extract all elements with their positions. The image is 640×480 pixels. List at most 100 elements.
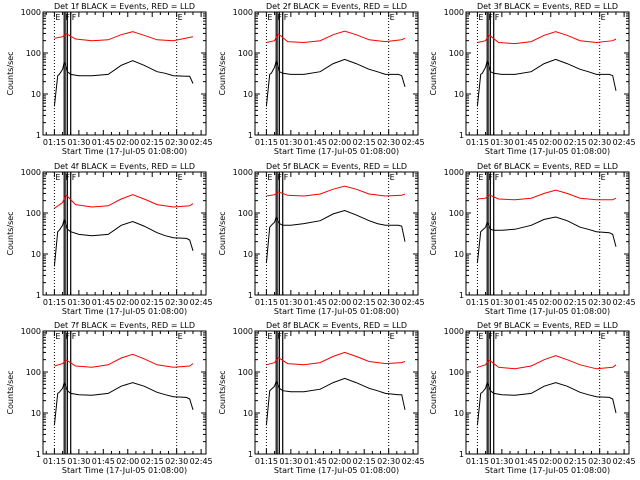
x-tick-label: 01:15 (466, 138, 489, 147)
series-events (265, 377, 406, 426)
y-tick-label: 10 (31, 90, 41, 99)
x-tick-label: 02:00 (116, 138, 139, 147)
y-tick-label: 10 (31, 409, 41, 418)
x-axis-label: Start Time (17-Jul-05 01:08:00) (62, 466, 187, 475)
x-tick-label: 01:30 (67, 138, 90, 147)
x-tick-label: 01:30 (67, 298, 90, 307)
x-tick-label: 01:45 (515, 138, 538, 147)
marker-label: F (72, 173, 77, 182)
det-plot-2: Det 2f BLACK = Events, RED = LLD 1 10 100 10… (218, 2, 425, 156)
plot-title: Det 3f BLACK = Events, RED = LLD (477, 2, 618, 11)
plot-title: Det 6f BLACK = Events, RED = LLD (477, 162, 618, 171)
x-axis-label: Start Time (17-Jul-05 01:08:00) (62, 307, 187, 316)
series-events (476, 58, 617, 107)
y-axis-label: Counts/sec (6, 370, 15, 414)
series-lld (477, 31, 617, 45)
y-tick-label: 10 (454, 90, 464, 99)
x-tick-label: 02:30 (588, 457, 611, 466)
y-tick-label: 1 (248, 450, 253, 459)
x-tick-label: 02:15 (564, 298, 587, 307)
x-tick-label: 02:00 (328, 298, 351, 307)
x-axis-label: Start Time (17-Jul-05 01:08:00) (274, 147, 399, 156)
y-tick-label: 1000 (444, 327, 464, 336)
x-tick-label: 01:30 (67, 457, 90, 466)
x-axis-label: Start Time (17-Jul-05 01:08:00) (485, 466, 610, 475)
x-axis-label: Start Time (17-Jul-05 01:08:00) (485, 147, 610, 156)
marker-label: E (478, 173, 483, 182)
series-lld (477, 355, 617, 370)
y-tick-label: 1000 (233, 168, 253, 177)
y-axis-label: Counts/sec (429, 211, 438, 255)
x-tick-label: 02:15 (141, 298, 164, 307)
x-tick-label: 01:15 (255, 457, 278, 466)
y-tick-label: 10 (243, 90, 253, 99)
x-axis-label: Start Time (17-Jul-05 01:08:00) (485, 307, 610, 316)
x-tick-label: 02:45 (402, 457, 425, 466)
y-tick-label: 1000 (444, 168, 464, 177)
plot-frame (42, 330, 207, 455)
x-tick-label: 01:15 (255, 298, 278, 307)
y-axis-label: Counts/sec (6, 51, 15, 95)
x-tick-label: 02:45 (613, 138, 636, 147)
marker-label: E (390, 13, 395, 22)
y-tick-label: 1 (36, 450, 41, 459)
marker-label: F (72, 332, 77, 341)
x-tick-label: 01:15 (255, 138, 278, 147)
x-tick-label: 02:00 (116, 457, 139, 466)
x-tick-label: 02:00 (539, 457, 562, 466)
series-lld (266, 351, 406, 366)
plot-frame (42, 11, 207, 136)
det-plot-7: Det 7f BLACK = Events, RED = LLD 1 10 100 10… (6, 321, 213, 475)
y-tick-label: 10 (31, 250, 41, 259)
x-tick-label: 01:15 (43, 138, 66, 147)
det-plot-6: Det 6f BLACK = Events, RED = LLD 1 10 100 10… (429, 162, 636, 316)
x-tick-label: 02:45 (402, 298, 425, 307)
det-plot-9: Det 9f BLACK = Events, RED = LLD 1 10 100 10… (429, 321, 636, 475)
x-tick-label: 02:30 (377, 457, 400, 466)
x-tick-label: 01:45 (304, 457, 327, 466)
series-lld (477, 189, 617, 201)
x-tick-label: 02:45 (190, 138, 213, 147)
y-axis-label: Counts/sec (429, 51, 438, 95)
marker-label: E (601, 13, 606, 22)
series-lld (266, 185, 406, 197)
x-tick-label: 02:30 (165, 138, 188, 147)
x-axis-label: Start Time (17-Jul-05 01:08:00) (274, 466, 399, 475)
x-tick-label: 02:30 (165, 457, 188, 466)
x-axis-label: Start Time (17-Jul-05 01:08:00) (274, 307, 399, 316)
marker-label: E (55, 332, 60, 341)
x-tick-label: 01:15 (466, 298, 489, 307)
det-plot-3: Det 3f BLACK = Events, RED = LLD 1 10 100 10… (429, 2, 636, 156)
plot-frame (254, 330, 419, 455)
x-tick-label: 01:45 (304, 298, 327, 307)
marker-label: E (267, 332, 272, 341)
y-tick-label: 10 (243, 250, 253, 259)
series-events (53, 60, 194, 107)
marker-label: F (495, 13, 500, 22)
x-tick-label: 01:45 (515, 298, 538, 307)
y-axis-label: Counts/sec (218, 211, 227, 255)
marker-label: F (284, 332, 289, 341)
y-tick-label: 100 (26, 209, 41, 218)
plot-frame (465, 171, 630, 296)
x-tick-label: 01:15 (43, 298, 66, 307)
y-tick-label: 1 (459, 450, 464, 459)
x-tick-label: 01:30 (490, 298, 513, 307)
x-tick-label: 02:00 (539, 298, 562, 307)
y-tick-label: 100 (449, 368, 464, 377)
x-tick-label: 02:45 (190, 457, 213, 466)
y-tick-label: 100 (449, 209, 464, 218)
x-tick-label: 01:45 (92, 298, 115, 307)
x-tick-label: 02:30 (377, 298, 400, 307)
x-tick-label: 01:15 (466, 457, 489, 466)
y-tick-label: 1 (36, 291, 41, 300)
plot-title: Det 2f BLACK = Events, RED = LLD (266, 2, 407, 11)
plot-frame (254, 171, 419, 296)
series-lld (54, 353, 194, 368)
det-plot-1: Det 1f BLACK = Events, RED = LLD 1 10 100 10… (6, 2, 213, 156)
x-tick-label: 02:00 (328, 138, 351, 147)
plot-title: Det 4f BLACK = Events, RED = LLD (54, 162, 195, 171)
x-tick-label: 01:15 (43, 457, 66, 466)
marker-label: F (495, 332, 500, 341)
